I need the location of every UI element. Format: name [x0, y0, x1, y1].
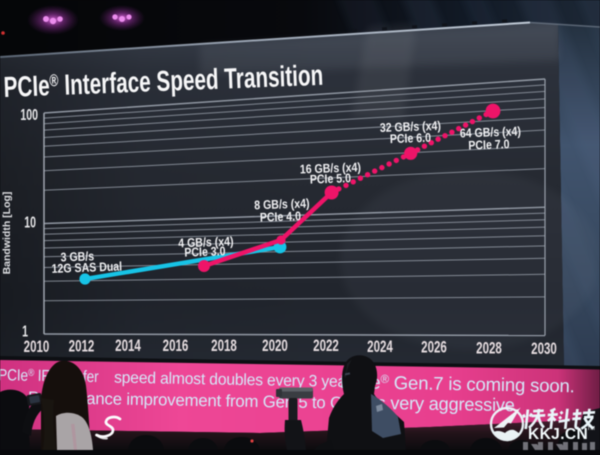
svg-text:100: 100 [20, 106, 38, 124]
svg-text:2014: 2014 [115, 337, 141, 356]
svg-text:64 GB/s (x4): 64 GB/s (x4) [460, 125, 522, 141]
svg-text:32 GB/s (x4): 32 GB/s (x4) [380, 119, 442, 135]
svg-text:8 GB/s (x4): 8 GB/s (x4) [254, 197, 310, 213]
svg-text:PCIe 5.0: PCIe 5.0 [310, 171, 352, 187]
svg-text:PCIe® Gen.7 is coming soon.: PCIe® Gen.7 is coming soon. [340, 371, 575, 396]
svg-text:speed almost doubles every 3 y: speed almost doubles every 3 years [114, 369, 359, 391]
svg-text:2010: 2010 [24, 338, 50, 357]
svg-text:2026: 2026 [421, 339, 447, 358]
svg-text:PCIe 7.0: PCIe 7.0 [468, 137, 510, 153]
svg-text:3 GB/s: 3 GB/s [60, 249, 94, 264]
svg-text:PCIe 6.0: PCIe 6.0 [390, 131, 432, 147]
svg-text:1: 1 [22, 322, 28, 340]
svg-text:2018: 2018 [211, 337, 237, 356]
svg-text:16 GB/s (x4): 16 GB/s (x4) [300, 161, 362, 177]
svg-text:4 GB/s (x4): 4 GB/s (x4) [178, 235, 234, 251]
svg-text:2022: 2022 [313, 337, 339, 356]
svg-text:2020: 2020 [262, 337, 288, 356]
svg-text:2024: 2024 [367, 338, 393, 357]
svg-text:10: 10 [24, 213, 36, 231]
svg-text:Bandwidth [Log]: Bandwidth [Log] [1, 192, 13, 275]
svg-text:2016: 2016 [163, 337, 189, 356]
svg-text:2030: 2030 [531, 340, 557, 359]
svg-text:KKJ.CN: KKJ.CN [528, 426, 588, 443]
svg-text:PCIe 3.0: PCIe 3.0 [184, 244, 226, 260]
svg-text:PCIe 4.0: PCIe 4.0 [260, 209, 302, 225]
svg-text:2012: 2012 [69, 338, 95, 357]
svg-text:6 is very aggressive.: 6 is very aggressive. [358, 393, 520, 416]
svg-text:TM: TM [587, 426, 595, 432]
svg-text:2028: 2028 [476, 339, 502, 358]
svg-text:12G SAS Dual: 12G SAS Dual [51, 260, 122, 277]
